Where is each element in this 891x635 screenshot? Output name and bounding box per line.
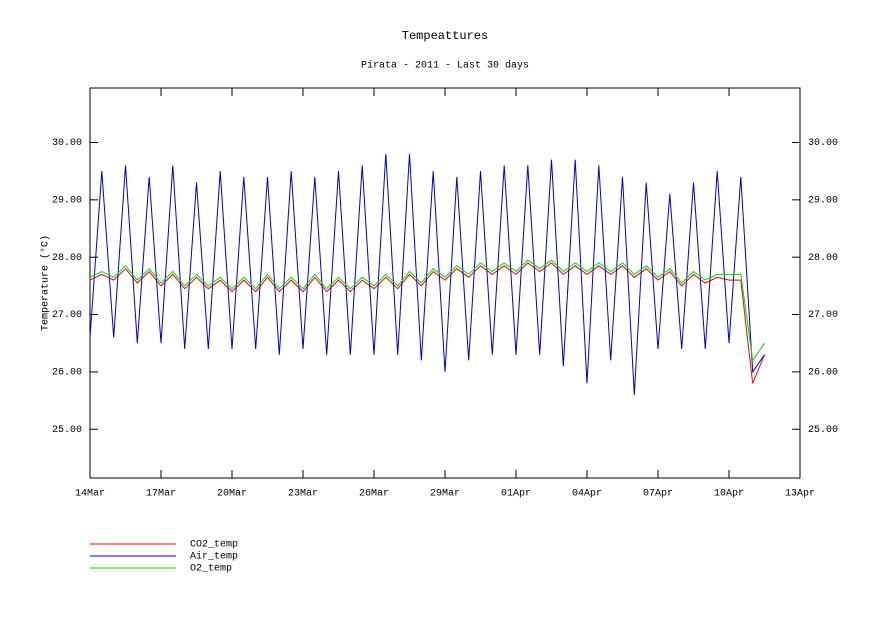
legend-label: O2_temp bbox=[190, 564, 232, 575]
x-tick-label: 26Mar bbox=[359, 489, 389, 500]
y2-tick-label: 30.00 bbox=[808, 138, 838, 149]
series-line bbox=[89, 153, 765, 395]
y2-tick-label: 26.00 bbox=[808, 368, 838, 379]
y2-tick-label: 29.00 bbox=[808, 195, 838, 206]
x-tick-label: 20Mar bbox=[217, 489, 247, 500]
y-tick-label: 29.00 bbox=[52, 195, 82, 206]
x-tick-label: 10Apr bbox=[714, 489, 744, 500]
chart-title: Tempeattures bbox=[402, 29, 488, 43]
y-tick-label: 27.00 bbox=[52, 310, 82, 321]
y-axis-label: Temperature (°C) bbox=[40, 235, 52, 331]
y-tick-label: 30.00 bbox=[52, 138, 82, 149]
x-tick-label: 01Apr bbox=[501, 489, 531, 500]
y2-tick-label: 28.00 bbox=[808, 253, 838, 264]
y2-tick-label: 27.00 bbox=[808, 310, 838, 321]
y-tick-label: 26.00 bbox=[52, 368, 82, 379]
legend-label: Air_temp bbox=[190, 551, 238, 563]
x-tick-label: 13Apr bbox=[785, 489, 815, 500]
series-line bbox=[89, 259, 765, 362]
y2-tick-label: 25.00 bbox=[808, 425, 838, 436]
y-tick-label: 25.00 bbox=[52, 425, 82, 436]
x-tick-label: 23Mar bbox=[288, 489, 318, 500]
x-tick-label: 04Apr bbox=[572, 489, 602, 500]
legend-label: CO2_temp bbox=[190, 540, 238, 551]
x-tick-label: 29Mar bbox=[430, 489, 460, 500]
x-tick-label: 17Mar bbox=[146, 489, 176, 500]
chart-subtitle: Pirata - 2011 - Last 30 days bbox=[361, 60, 529, 72]
series-line bbox=[89, 262, 765, 384]
x-tick-label: 07Apr bbox=[643, 489, 673, 500]
x-tick-label: 14Mar bbox=[75, 489, 105, 500]
y-tick-label: 28.00 bbox=[52, 253, 82, 264]
